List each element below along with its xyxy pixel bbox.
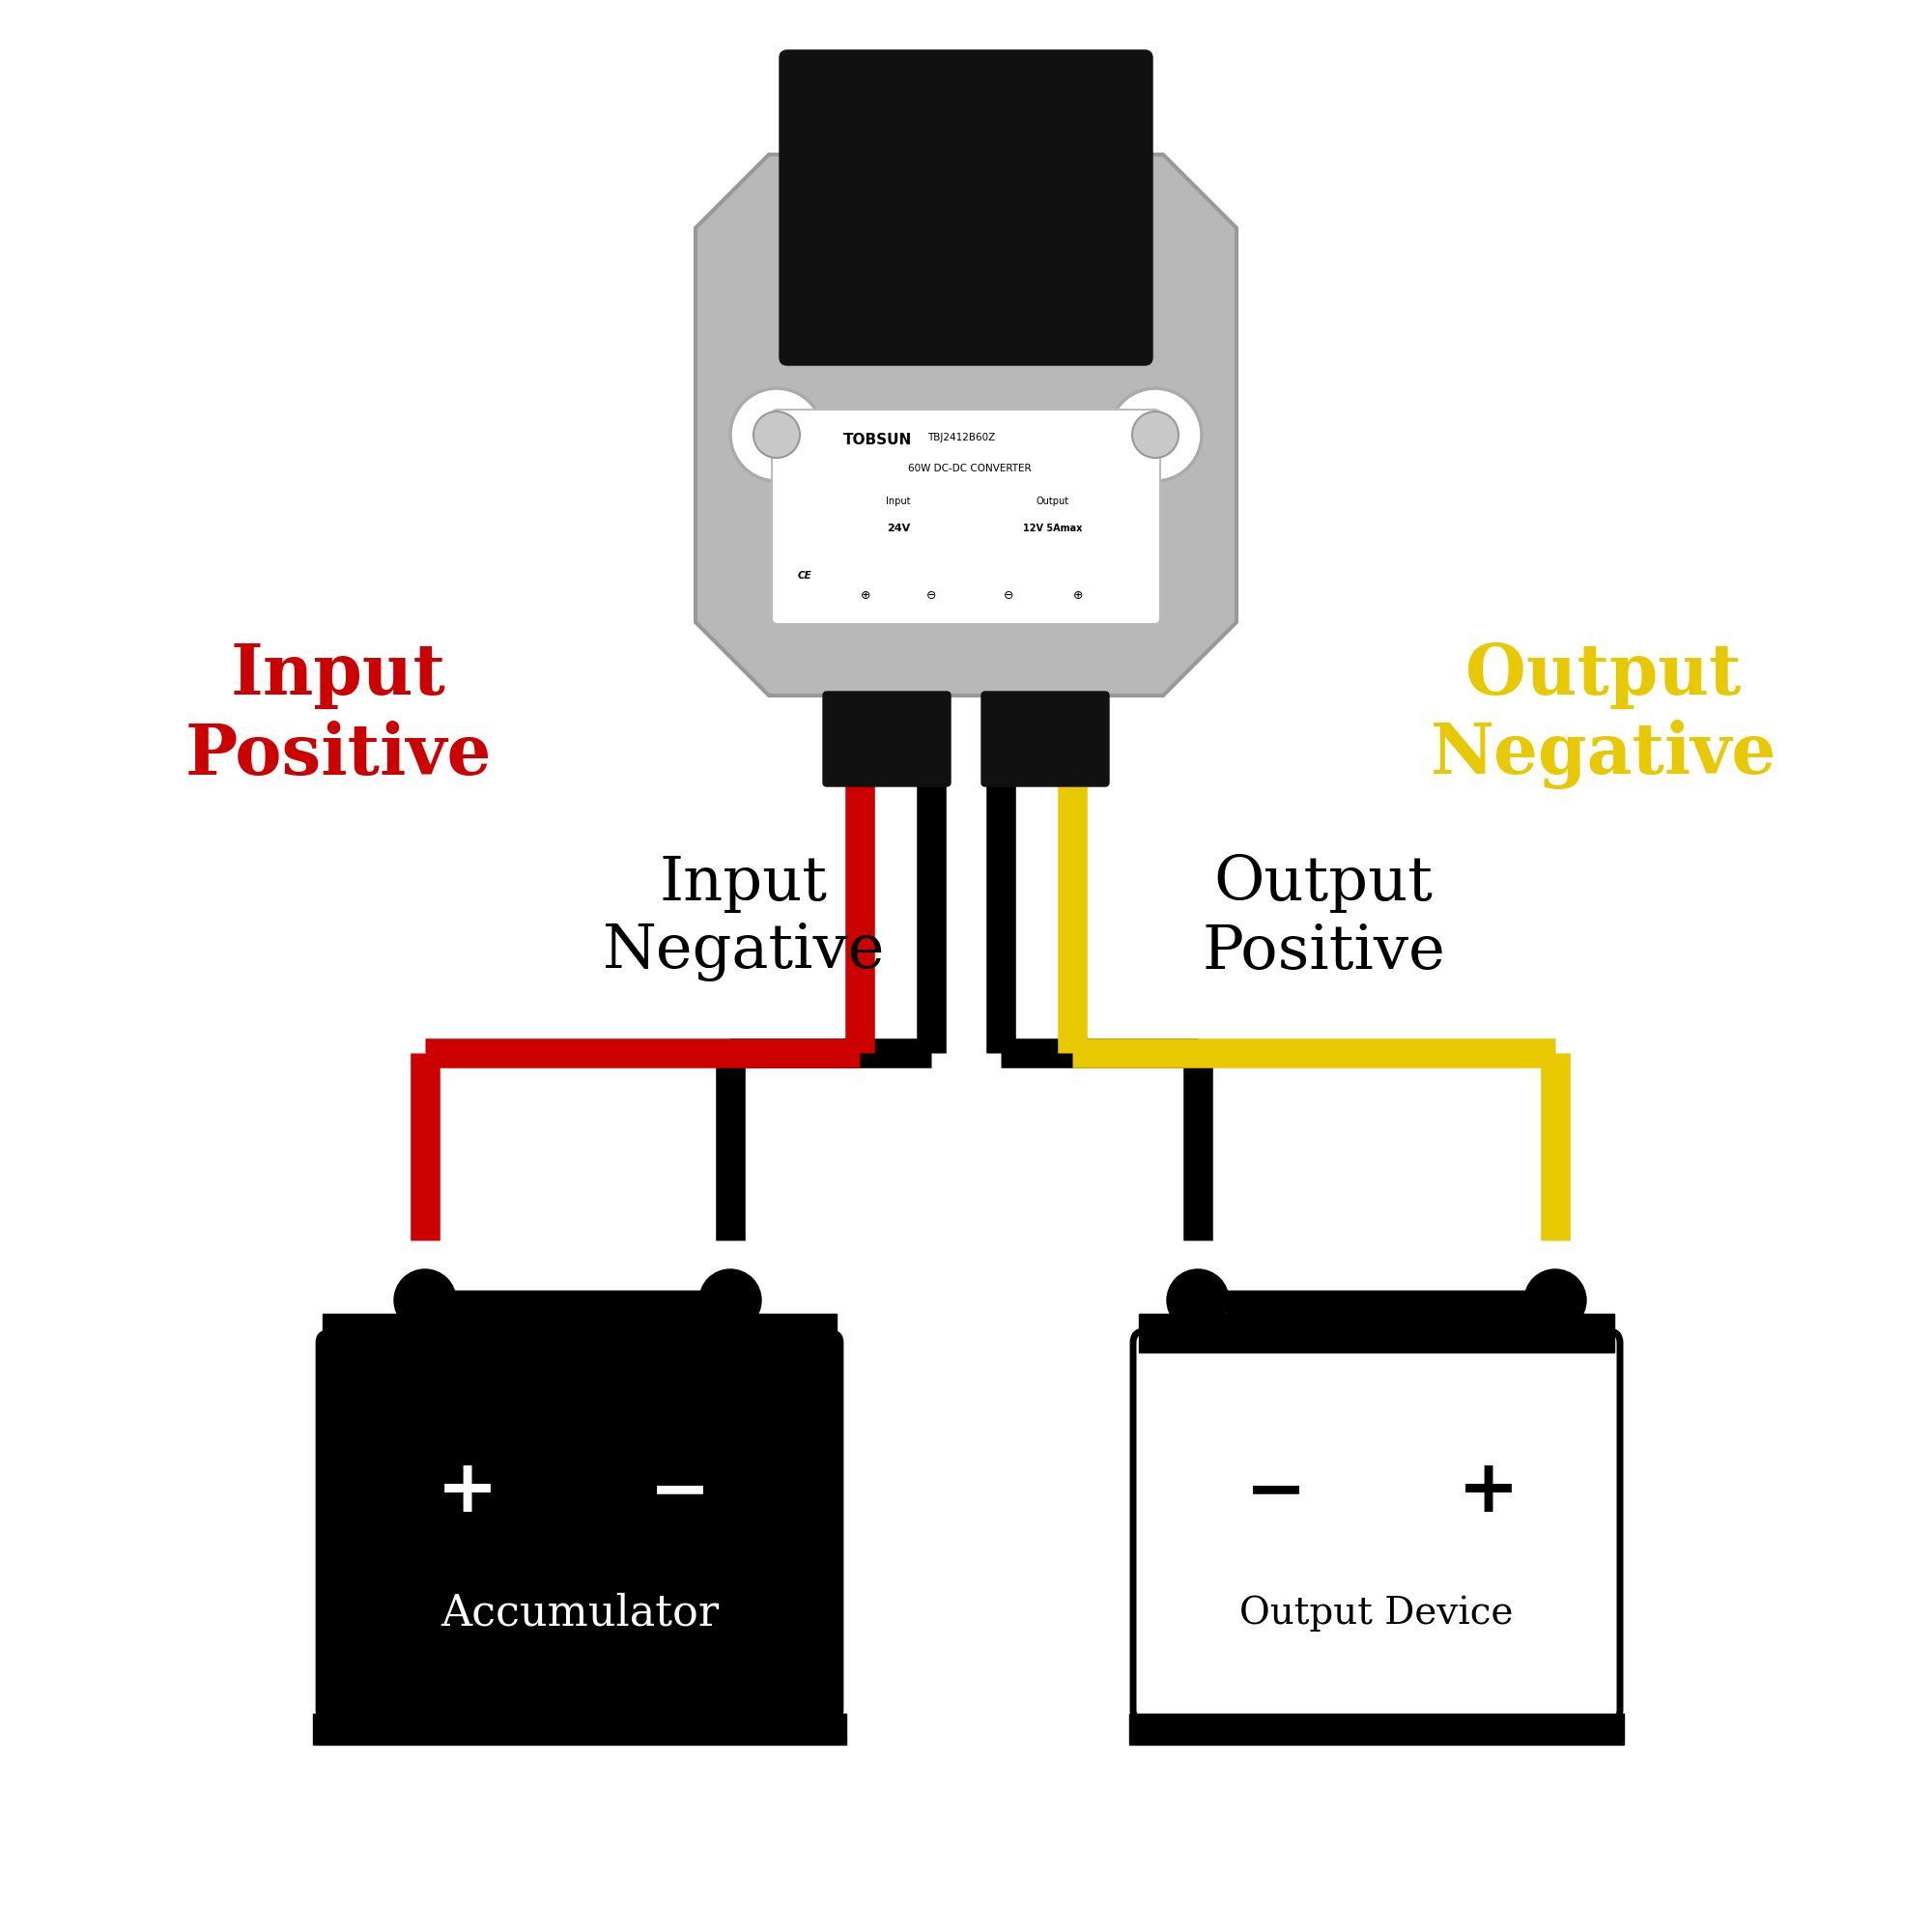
Polygon shape xyxy=(696,155,1236,696)
Text: −: − xyxy=(1244,1457,1306,1526)
Circle shape xyxy=(699,1269,761,1331)
Text: Output Device: Output Device xyxy=(1240,1596,1513,1631)
Text: ⊕: ⊕ xyxy=(860,589,871,601)
Bar xyxy=(1140,1314,1615,1352)
FancyBboxPatch shape xyxy=(1132,1331,1619,1721)
Text: ⊖: ⊖ xyxy=(925,589,937,601)
Bar xyxy=(1227,1291,1526,1314)
Text: TOBSUN: TOBSUN xyxy=(842,433,912,448)
Text: −: − xyxy=(649,1457,711,1526)
Text: 12V 5Amax: 12V 5Amax xyxy=(1024,524,1082,533)
Bar xyxy=(323,1314,837,1352)
Circle shape xyxy=(1109,388,1202,481)
Text: ⊖: ⊖ xyxy=(1003,589,1014,601)
Text: +: + xyxy=(437,1457,498,1526)
Circle shape xyxy=(1167,1269,1229,1331)
Text: Output: Output xyxy=(1036,497,1070,506)
Text: Output
Positive: Output Positive xyxy=(1202,854,1445,981)
Bar xyxy=(313,1714,846,1745)
FancyBboxPatch shape xyxy=(773,410,1161,624)
Text: Output
Negative: Output Negative xyxy=(1430,639,1777,790)
Bar xyxy=(429,1291,730,1314)
Text: 24V: 24V xyxy=(887,524,910,533)
Bar xyxy=(1128,1714,1623,1745)
Text: Accumulator: Accumulator xyxy=(440,1592,719,1634)
Text: Input
Negative: Input Negative xyxy=(603,854,885,981)
Text: TBJ2412B60Z: TBJ2412B60Z xyxy=(927,433,995,442)
Text: Input: Input xyxy=(887,497,910,506)
Text: 60W DC-DC CONVERTER: 60W DC-DC CONVERTER xyxy=(908,464,1032,473)
FancyBboxPatch shape xyxy=(781,50,1151,365)
Circle shape xyxy=(730,388,823,481)
Circle shape xyxy=(394,1269,456,1331)
FancyBboxPatch shape xyxy=(981,692,1109,786)
Text: Input
Positive: Input Positive xyxy=(185,641,491,788)
Circle shape xyxy=(1524,1269,1586,1331)
Text: CE: CE xyxy=(798,572,811,580)
FancyBboxPatch shape xyxy=(823,692,951,786)
Text: ⊕: ⊕ xyxy=(1072,589,1084,601)
FancyBboxPatch shape xyxy=(317,1331,842,1721)
Circle shape xyxy=(1132,412,1179,458)
Circle shape xyxy=(753,412,800,458)
Text: +: + xyxy=(1459,1457,1519,1526)
